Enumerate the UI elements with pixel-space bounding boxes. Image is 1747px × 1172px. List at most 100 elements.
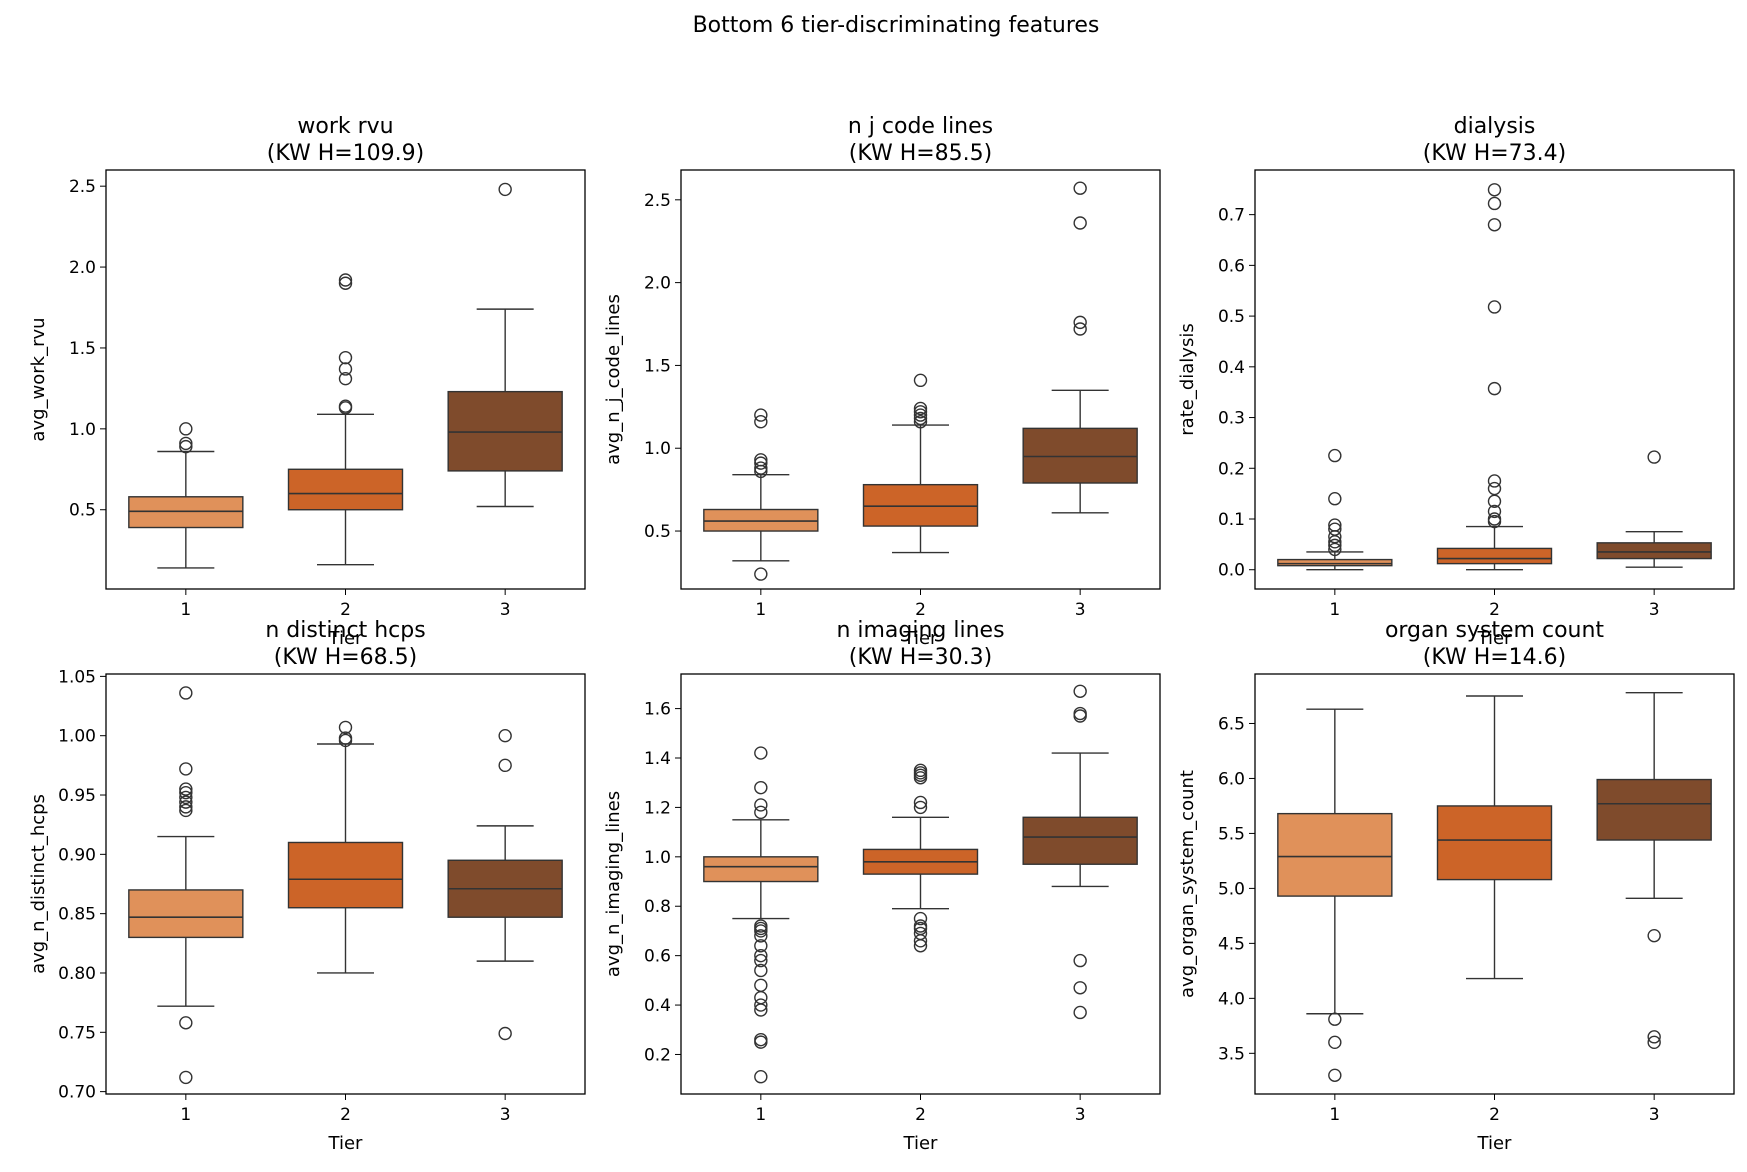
iqr-box: [287, 841, 404, 909]
outlier-point: [179, 790, 193, 805]
y-tick-label: 1.0: [644, 848, 671, 868]
x-tick-label: 2: [340, 1105, 351, 1125]
y-tick-label: 0.0: [1218, 561, 1245, 581]
outlier-point: [754, 805, 768, 820]
x-tick-label: 3: [1075, 1105, 1086, 1125]
subplot-1: work rvu(KW H=109.9) 0.5 1.0 1.5 2.0 2.5 avg_w…: [28, 114, 586, 649]
subplot-subtitle: (KW H=30.3): [849, 645, 993, 670]
iqr-box: [1022, 816, 1138, 865]
iqr-box: [1596, 778, 1712, 841]
outlier-point: [338, 273, 353, 287]
plot-frame: [680, 169, 1161, 590]
outlier-point: [179, 1016, 193, 1030]
outlier-point: [1328, 522, 1342, 536]
x-tick-label: 3: [500, 1105, 511, 1125]
outlier-point: [1073, 706, 1087, 721]
outlier-point: [1073, 684, 1087, 698]
y-tick-label: 0.4: [644, 996, 671, 1016]
x-axis-label: Tier: [903, 1133, 939, 1154]
y-tick-label: 0.3: [1218, 409, 1245, 429]
y-tick-label: 0.1: [1218, 510, 1245, 530]
subplot-subtitle: (KW H=73.4): [1423, 141, 1567, 166]
y-tick-label: 1.6: [644, 700, 671, 720]
outlier-point: [1487, 512, 1502, 526]
outlier-point: [754, 456, 768, 470]
outlier-point: [179, 762, 193, 776]
outlier-point: [754, 567, 768, 581]
y-axis-label: avg_n_j_code_lines: [603, 294, 624, 465]
outlier-point: [179, 795, 193, 809]
iqr-box: [287, 468, 404, 511]
outlier-point: [1073, 315, 1087, 330]
y-tick-label: 0.5: [69, 501, 96, 521]
outlier-point: [913, 411, 928, 426]
outlier-point: [913, 919, 928, 933]
box-tier-1: [128, 686, 244, 1085]
outlier-point: [1487, 218, 1502, 232]
x-axis-label: Tier: [903, 628, 939, 649]
y-tick-label: 6.5: [1218, 714, 1245, 734]
box-tier-3: [447, 728, 563, 1041]
subplot-title: n j code lines: [848, 114, 993, 139]
iqr-box: [447, 390, 563, 472]
outlier-point: [1328, 448, 1342, 463]
outlier-point: [1487, 504, 1502, 519]
box-tier-3: [1022, 684, 1138, 1020]
iqr-box: [1436, 547, 1553, 565]
outlier-point: [1647, 1030, 1661, 1044]
x-tick-label: 2: [915, 1105, 926, 1125]
y-tick-label: 0.5: [1218, 307, 1245, 327]
subplot-subtitle: (KW H=85.5): [849, 141, 993, 166]
box-tier-3: [1022, 181, 1138, 514]
outlier-point: [913, 373, 928, 388]
y-axis-label: avg_n_imaging_lines: [603, 791, 624, 977]
outlier-point: [913, 408, 928, 422]
outlier-point: [1328, 1068, 1342, 1083]
outlier-point: [754, 1032, 768, 1047]
outlier-point: [913, 415, 928, 429]
subplot-title: dialysis: [1454, 114, 1536, 139]
outlier-point: [179, 436, 193, 451]
outlier-point: [913, 401, 928, 416]
outlier-point: [498, 1026, 512, 1041]
y-axis-label: avg_n_distinct_hcps: [28, 794, 49, 974]
x-tick-label: 1: [755, 600, 766, 620]
y-tick-label: 5.0: [1218, 879, 1245, 899]
y-tick-label: 0.90: [58, 845, 96, 865]
y-tick-label: 0.7: [1218, 206, 1245, 226]
plot-frame: [1254, 169, 1735, 590]
outlier-point: [754, 963, 768, 978]
x-tick-label: 3: [1075, 600, 1086, 620]
y-tick-label: 1.05: [58, 667, 96, 687]
y-tick-label: 2.5: [644, 191, 671, 211]
iqr-box: [703, 856, 819, 883]
y-tick-label: 0.2: [1218, 459, 1245, 479]
outlier-point: [498, 728, 512, 743]
plot-frame: [1254, 673, 1735, 1095]
y-axis-label: rate_dialysis: [1177, 323, 1198, 435]
outlier-point: [1073, 953, 1087, 968]
outlier-point: [1647, 928, 1661, 943]
y-tick-label: 0.5: [644, 522, 671, 542]
iqr-box: [1436, 805, 1553, 881]
outlier-point: [1647, 1035, 1661, 1050]
outlier-point: [179, 422, 193, 436]
x-tick-label: 1: [1329, 1105, 1340, 1125]
iqr-box: [1022, 427, 1138, 484]
x-tick-label: 2: [915, 600, 926, 620]
y-tick-label: 0.8: [644, 897, 671, 917]
outlier-point: [1487, 381, 1502, 396]
outlier-point: [338, 350, 353, 365]
outlier-point: [1073, 322, 1087, 336]
plot-frame: [105, 673, 586, 1095]
box-tier-2: [862, 763, 979, 953]
subplot-5: n imaging lines(KW H=30.3) 0.2 0.4 0.6 0.8 1.…: [603, 618, 1161, 1154]
box-tier-3: [447, 182, 563, 508]
y-tick-label: 1.0: [644, 439, 671, 459]
subplot-title: n distinct hcps: [265, 618, 425, 643]
iqr-box: [1277, 812, 1393, 897]
y-tick-label: 1.0: [69, 420, 96, 440]
outlier-point: [1073, 181, 1087, 195]
x-tick-label: 3: [500, 600, 511, 620]
outlier-point: [1073, 216, 1087, 230]
